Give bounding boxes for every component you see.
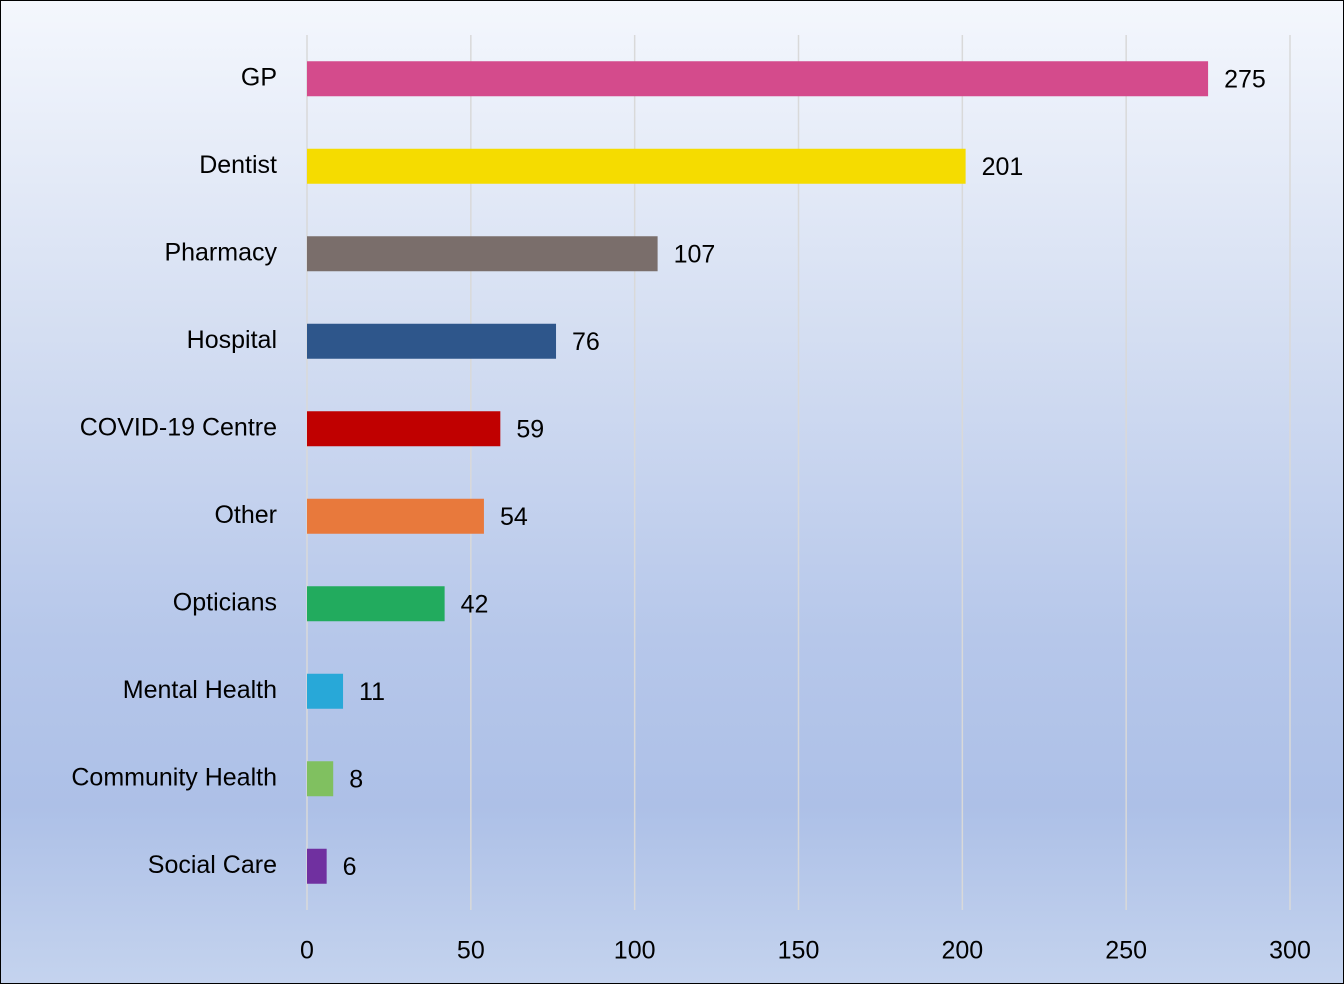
bar <box>307 761 334 797</box>
bar <box>307 236 658 272</box>
y-tick-label: Other <box>214 501 277 529</box>
bar <box>307 411 501 447</box>
y-tick-label: Social Care <box>148 851 277 879</box>
x-tick-label: 100 <box>614 937 656 965</box>
value-label: 42 <box>461 590 489 618</box>
bar <box>307 673 344 709</box>
bar <box>307 61 1209 97</box>
y-tick-label: Hospital <box>187 326 277 354</box>
value-label: 107 <box>674 240 716 268</box>
x-tick-label: 300 <box>1269 937 1311 965</box>
value-label: 8 <box>349 765 363 793</box>
x-tick-label: 50 <box>457 937 485 965</box>
x-tick-label: 250 <box>1105 937 1147 965</box>
y-tick-label: COVID-19 Centre <box>80 413 277 441</box>
value-label: 11 <box>359 678 385 706</box>
value-label: 54 <box>500 503 528 531</box>
y-tick-label: GP <box>241 63 277 91</box>
bar <box>307 323 557 359</box>
y-tick-label: Pharmacy <box>164 238 277 266</box>
bar <box>307 848 327 884</box>
value-label: 275 <box>1224 65 1266 93</box>
y-tick-label: Opticians <box>173 588 277 616</box>
x-tick-label: 0 <box>300 937 314 965</box>
x-tick-label: 150 <box>778 937 820 965</box>
bar <box>307 586 445 622</box>
bar <box>307 498 484 534</box>
y-tick-label: Dentist <box>199 151 277 179</box>
y-tick-label: Mental Health <box>123 676 277 704</box>
y-tick-label: Community Health <box>71 763 277 791</box>
value-label: 76 <box>572 328 600 356</box>
value-label: 201 <box>982 153 1024 181</box>
value-label: 6 <box>343 853 357 881</box>
bar <box>307 148 966 184</box>
value-label: 59 <box>516 415 544 443</box>
x-tick-label: 200 <box>941 937 983 965</box>
